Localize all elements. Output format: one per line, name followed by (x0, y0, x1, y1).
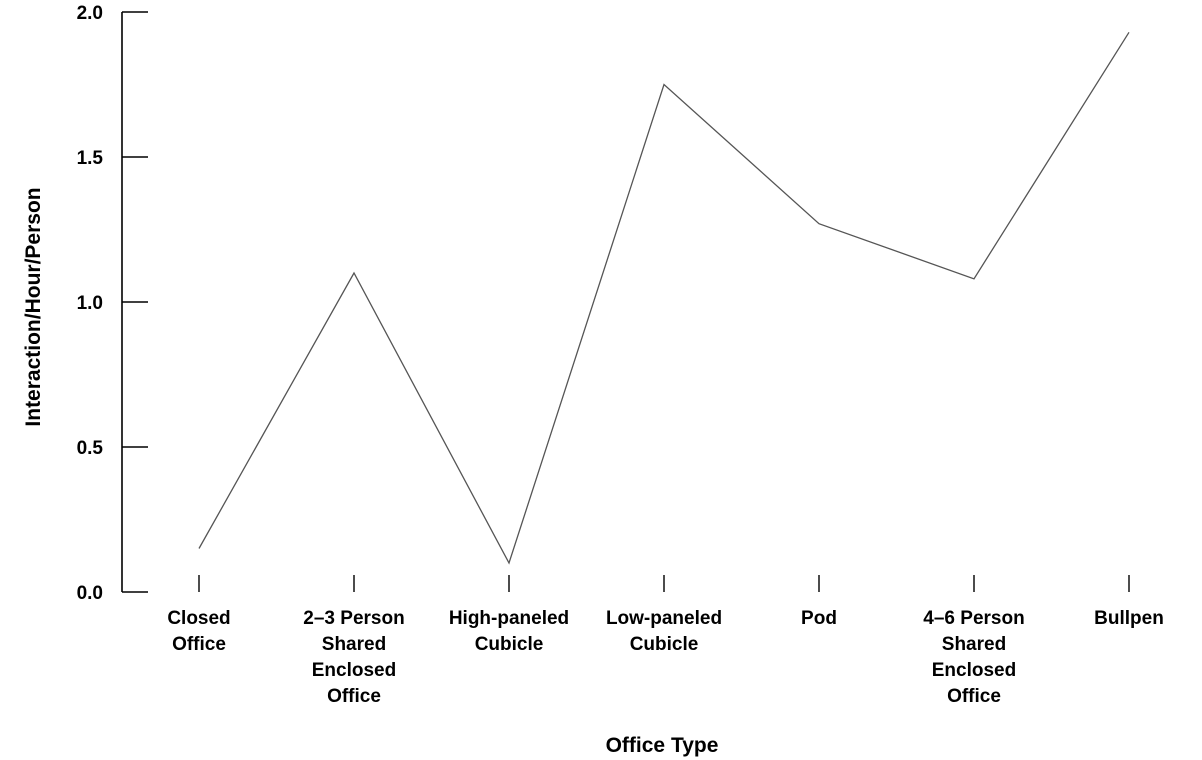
x-tick-label-line: Low-paneled (606, 608, 722, 629)
x-tick-label: Closed Office (167, 608, 230, 655)
x-axis-title: Office Type (606, 734, 719, 757)
x-tick-label-line: Office (172, 634, 226, 655)
series-group (198, 31, 1130, 565)
x-tick-label-line: Office (327, 686, 381, 707)
x-tick-label: 2–3 Person Shared Enclosed Office (303, 608, 404, 707)
x-tick-label: Pod (801, 608, 837, 629)
series-line (198, 31, 1130, 565)
x-tick-label-line: Office (947, 686, 1001, 707)
y-tick-label: 0.5 (77, 438, 104, 459)
x-tick-label-line: Shared (322, 634, 386, 655)
x-tick-label: Low-paneled Cubicle (606, 608, 722, 655)
x-tick-label-line: Pod (801, 608, 837, 629)
x-tick-label-line: Closed (167, 608, 230, 629)
x-tick-label-line: 2–3 Person (303, 608, 404, 629)
y-tick-label: 0.0 (77, 583, 103, 604)
x-axis-ticks: Closed Office 2–3 Person Shared Enclosed Offi… (167, 575, 1164, 707)
x-tick-label-line: Cubicle (630, 634, 699, 655)
x-tick-label: Bullpen (1094, 608, 1164, 629)
y-axis-ticks: 0.0 0.5 1.0 1.5 2.0 (77, 3, 148, 604)
x-tick-label-line: Bullpen (1094, 608, 1164, 629)
y-tick-label: 2.0 (77, 3, 103, 24)
x-tick-label: High-paneled Cubicle (449, 608, 569, 655)
x-tick-label-line: Enclosed (312, 660, 396, 681)
y-axis-title: Interaction/Hour/Person (22, 187, 45, 426)
x-tick-label-line: High-paneled (449, 608, 569, 629)
y-tick-label: 1.5 (77, 148, 104, 169)
x-tick-label-line: Cubicle (475, 634, 544, 655)
x-tick-label: 4–6 Person Shared Enclosed Office (923, 608, 1024, 707)
y-tick-label: 1.0 (77, 293, 103, 314)
x-tick-label-line: 4–6 Person (923, 608, 1024, 629)
x-tick-label-line: Shared (942, 634, 1006, 655)
x-tick-label-line: Enclosed (932, 660, 1016, 681)
